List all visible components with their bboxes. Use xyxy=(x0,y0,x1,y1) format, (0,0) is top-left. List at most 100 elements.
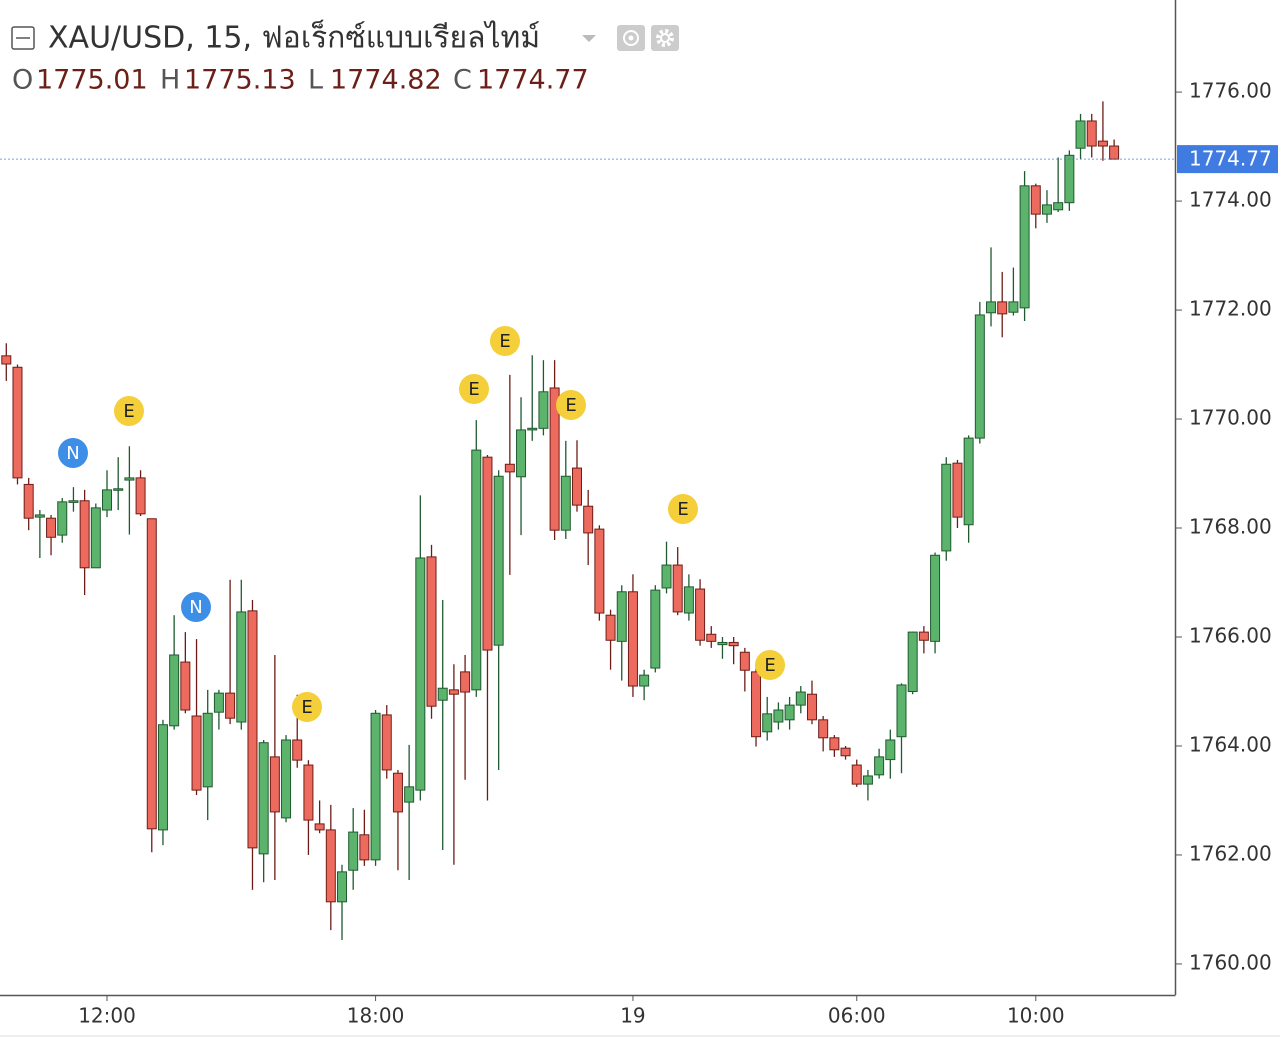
candle-body xyxy=(471,449,482,691)
candle-body xyxy=(169,654,180,727)
ohlc-header: O 1775.01 H 1775.13 L 1774.82 C 1774.77 xyxy=(12,65,589,96)
candle-body xyxy=(303,764,314,821)
candle-body xyxy=(941,463,952,552)
price-tag-label: 1774.77 xyxy=(1189,147,1272,171)
candle-body xyxy=(146,518,157,830)
event-label: N xyxy=(66,443,79,464)
candle-body xyxy=(695,588,706,641)
event-label: E xyxy=(123,401,134,422)
candle-body xyxy=(460,671,471,693)
candle-body xyxy=(34,514,45,518)
candle-body xyxy=(840,747,851,757)
candle-body xyxy=(706,633,717,642)
price-tag xyxy=(1177,145,1278,174)
candle-body xyxy=(795,691,806,706)
x-tick-label: 10:00 xyxy=(1007,1004,1065,1028)
candle-body xyxy=(370,712,381,861)
candle-body xyxy=(57,501,68,536)
event-marker[interactable] xyxy=(668,494,698,524)
event-marker[interactable] xyxy=(292,692,322,722)
candle-body xyxy=(739,651,750,671)
candle-body xyxy=(90,507,101,569)
gear-center xyxy=(660,33,670,43)
ohlc-value: 1775.13 xyxy=(184,65,296,96)
candle-body xyxy=(963,437,974,526)
candle-body xyxy=(627,591,638,687)
eye-pupil xyxy=(628,35,634,41)
dropdown-caret[interactable] xyxy=(582,35,596,42)
candle-body xyxy=(281,739,292,819)
gear-icon xyxy=(656,29,674,47)
candle-body xyxy=(516,429,527,478)
candle-body xyxy=(381,714,392,771)
candle-body xyxy=(415,557,426,791)
candle-body xyxy=(392,772,403,813)
candle-body xyxy=(549,387,560,531)
candle-body xyxy=(180,661,191,711)
candle-body xyxy=(918,631,929,641)
event-label: E xyxy=(565,395,576,416)
candle-body xyxy=(79,500,90,569)
y-tick-label: 1774.00 xyxy=(1189,188,1272,212)
y-tick-label: 1768.00 xyxy=(1189,515,1272,539)
event-marker[interactable] xyxy=(459,374,489,404)
candle-body xyxy=(896,684,907,738)
candle-body xyxy=(157,724,168,831)
y-tick-label: 1772.00 xyxy=(1189,297,1272,321)
candle-body xyxy=(191,715,202,791)
candle-body xyxy=(1030,185,1041,215)
candle-body xyxy=(907,631,918,692)
candle-body xyxy=(1,355,12,365)
event-marker[interactable] xyxy=(114,396,144,426)
candle-body xyxy=(426,556,437,707)
event-label: E xyxy=(499,331,510,352)
candle-body xyxy=(314,823,325,831)
x-tick-label: 19 xyxy=(620,1004,645,1028)
ohlc-value: 1774.82 xyxy=(330,65,442,96)
candle-body xyxy=(46,517,57,538)
event-marker[interactable] xyxy=(58,438,88,468)
candle-body xyxy=(102,489,113,511)
candle-body xyxy=(728,641,739,647)
candle-body xyxy=(672,564,683,613)
candle-body xyxy=(885,739,896,761)
event-marker[interactable] xyxy=(181,592,211,622)
candle-body xyxy=(1008,301,1019,313)
candle-body xyxy=(404,786,415,803)
candle-body xyxy=(359,834,370,861)
candle-body xyxy=(493,475,504,646)
x-tick-label: 18:00 xyxy=(347,1004,405,1028)
candle-body xyxy=(784,704,795,721)
candle-body xyxy=(560,475,571,531)
event-label: E xyxy=(468,379,479,400)
candle-body xyxy=(124,477,135,481)
event-marker[interactable] xyxy=(490,326,520,356)
candle-body xyxy=(930,554,941,642)
y-tick-label: 1776.00 xyxy=(1189,79,1272,103)
event-marker[interactable] xyxy=(755,650,785,680)
candle-body xyxy=(639,674,650,687)
event-label: E xyxy=(677,499,688,520)
candle-body xyxy=(504,463,515,473)
candle-body xyxy=(650,589,661,669)
settings-button[interactable] xyxy=(651,25,679,51)
candle-body xyxy=(1086,120,1097,147)
candle-body xyxy=(851,764,862,785)
candle-body xyxy=(1041,204,1052,215)
y-tick-label: 1764.00 xyxy=(1189,732,1272,756)
candle-body xyxy=(292,739,303,761)
candle-body xyxy=(202,712,213,788)
candle-body xyxy=(571,467,582,506)
candle-body xyxy=(717,641,728,646)
plot-area xyxy=(1,101,1120,940)
y-tick-label: 1770.00 xyxy=(1189,406,1272,430)
candle-body xyxy=(23,483,34,519)
candle-body xyxy=(482,456,493,651)
symbol-title: XAU/USD, 15, ฟอเร็กซ์แบบเรียลไทม์ xyxy=(48,19,540,56)
candle-body xyxy=(135,477,146,515)
candle-body xyxy=(1053,202,1064,211)
candle-body xyxy=(773,709,784,723)
collapse-button[interactable] xyxy=(11,26,35,50)
event-marker[interactable] xyxy=(556,390,586,420)
ohlc-label: L xyxy=(308,65,323,96)
